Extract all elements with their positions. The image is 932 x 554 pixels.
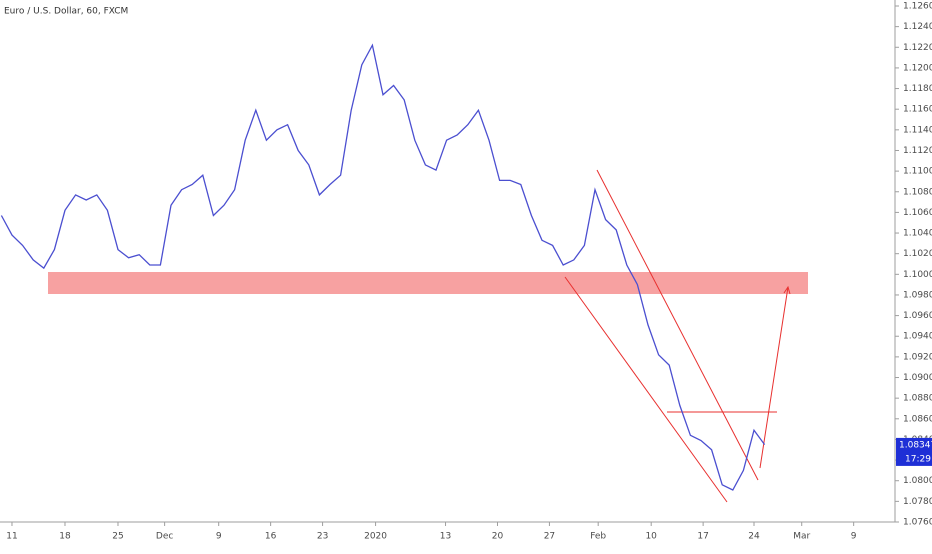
x-tick-label: 25: [112, 532, 123, 542]
y-tick-label: 1.09600: [903, 311, 932, 321]
last-price-label: 1.08347: [899, 440, 932, 450]
x-tick-label: 17: [697, 532, 708, 542]
support-zone: [48, 272, 808, 294]
x-tick-label: 18: [59, 532, 71, 542]
y-tick-label: 1.07600: [903, 518, 932, 528]
y-tick-label: 1.11400: [903, 125, 932, 135]
y-tick-label: 1.09000: [903, 373, 932, 383]
projection-arrow: [759, 286, 789, 469]
last-price-box: [896, 437, 932, 466]
y-tick-label: 1.12000: [903, 63, 932, 73]
x-tick-label: 20: [492, 532, 504, 542]
price-line: [0, 43, 766, 491]
y-tick-label: 1.10800: [903, 187, 932, 197]
x-tick-label: 23: [317, 532, 328, 542]
channel-line: [596, 169, 759, 481]
x-tick-label: Dec: [156, 532, 173, 542]
drawings: [564, 169, 791, 503]
channel-line: [564, 276, 728, 503]
x-tick-label: 9: [851, 532, 857, 542]
y-tick-label: 1.09800: [903, 290, 932, 300]
y-tick-label: 1.08000: [903, 476, 932, 486]
y-tick-label: 1.11800: [903, 84, 932, 94]
x-tick-label: 16: [265, 532, 277, 542]
x-tick-label: 2020: [364, 532, 387, 542]
x-tick-label: 24: [748, 532, 760, 542]
y-tick-label: 1.10200: [903, 249, 932, 259]
y-tick-label: 1.08600: [903, 414, 932, 424]
y-tick-label: 1.10000: [903, 270, 932, 280]
x-tick-label: 13: [440, 532, 451, 542]
y-tick-label: 1.09400: [903, 332, 932, 342]
y-tick-label: 1.10400: [903, 229, 932, 239]
y-tick-label: 1.12400: [903, 22, 932, 32]
y-tick-label: 1.08800: [903, 394, 932, 404]
y-tick-label: 1.11000: [903, 167, 932, 177]
y-tick-label: 1.09200: [903, 352, 932, 362]
x-tick-label: Feb: [590, 532, 606, 542]
x-tick-label: 10: [645, 532, 657, 542]
x-tick-label: 11: [6, 532, 17, 542]
arrow-head: [783, 285, 791, 295]
y-tick-label: 1.11600: [903, 105, 932, 115]
y-tick-label: 1.07800: [903, 497, 932, 507]
x-tick-label: 27: [544, 532, 555, 542]
y-tick-label: 1.10600: [903, 208, 932, 218]
chart-title: Euro / U.S. Dollar, 60, FXCM: [4, 7, 128, 17]
y-tick-label: 1.12600: [903, 2, 932, 12]
x-tick-label: Mar: [793, 532, 810, 542]
y-tick-label: 1.12200: [903, 43, 932, 53]
countdown: 17:29: [905, 454, 931, 464]
y-tick-label: 1.11200: [903, 146, 932, 156]
x-tick-label: 9: [216, 532, 222, 542]
